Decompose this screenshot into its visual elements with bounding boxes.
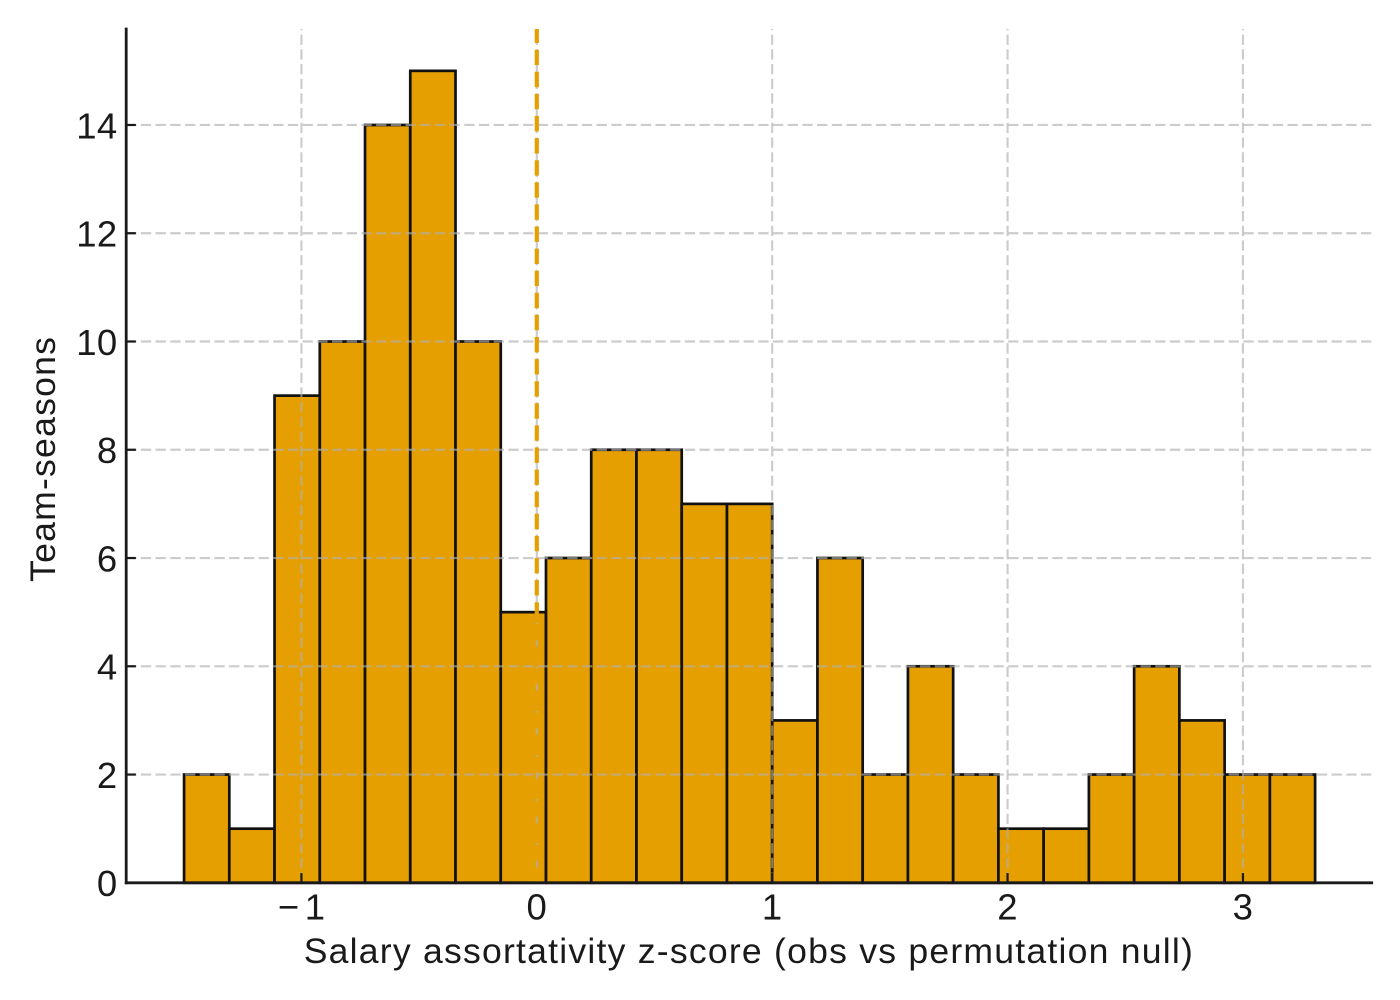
svg-text:Team-seasons: Team-seasons xyxy=(23,336,63,582)
svg-text:14: 14 xyxy=(76,105,117,146)
svg-text:0: 0 xyxy=(97,863,118,904)
svg-text:2: 2 xyxy=(997,886,1018,927)
svg-text:Salary assortativity z-score (: Salary assortativity z-score (obs vs per… xyxy=(304,931,1194,971)
svg-text:0: 0 xyxy=(526,886,547,927)
svg-text:12: 12 xyxy=(76,214,117,255)
svg-text:2: 2 xyxy=(97,755,118,796)
svg-text:10: 10 xyxy=(76,322,117,363)
svg-text:1: 1 xyxy=(762,886,783,927)
svg-text:6: 6 xyxy=(97,538,118,579)
svg-text:−1: −1 xyxy=(278,886,331,927)
svg-text:8: 8 xyxy=(97,430,118,471)
svg-text:3: 3 xyxy=(1233,886,1254,927)
svg-text:4: 4 xyxy=(97,647,118,688)
